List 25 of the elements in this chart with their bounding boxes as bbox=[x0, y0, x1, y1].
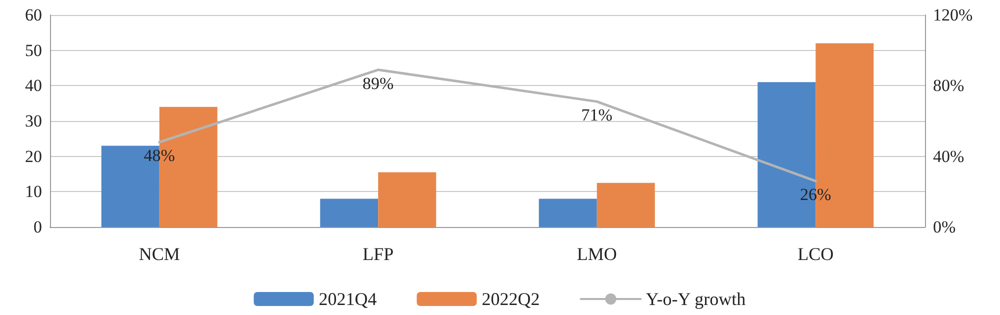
data-label: 89% bbox=[362, 74, 394, 93]
y-tick-label: 30 bbox=[25, 112, 42, 130]
bar bbox=[538, 198, 597, 227]
y2-tick-label: 80% bbox=[933, 76, 964, 96]
data-label: 71% bbox=[581, 106, 612, 125]
data-label: 26% bbox=[800, 185, 832, 204]
bar bbox=[596, 182, 655, 227]
y2-tick-label: 0% bbox=[933, 218, 956, 236]
bar bbox=[378, 172, 436, 227]
x-tick-label: NCM bbox=[138, 244, 180, 264]
legend-label: 2021Q4 bbox=[318, 289, 377, 309]
y-tick-label: 10 bbox=[25, 182, 42, 202]
y-tick-label: 60 bbox=[25, 6, 42, 24]
x-tick-label: LFP bbox=[362, 244, 394, 264]
y2-tick-label: 40% bbox=[933, 146, 964, 166]
y-tick-label: 50 bbox=[25, 40, 42, 60]
y-tick-label: 40 bbox=[25, 76, 42, 96]
x-tick-label: LMO bbox=[576, 244, 617, 264]
legend-label: Y-o-Y growth bbox=[646, 289, 746, 309]
legend-label: 2022Q2 bbox=[482, 289, 540, 309]
y2-tick-label: 120% bbox=[933, 6, 973, 24]
y-tick-label: 0 bbox=[34, 218, 42, 236]
x-tick-label: LCO bbox=[798, 244, 834, 264]
bar bbox=[320, 198, 378, 227]
y-tick-label: 20 bbox=[25, 146, 42, 166]
